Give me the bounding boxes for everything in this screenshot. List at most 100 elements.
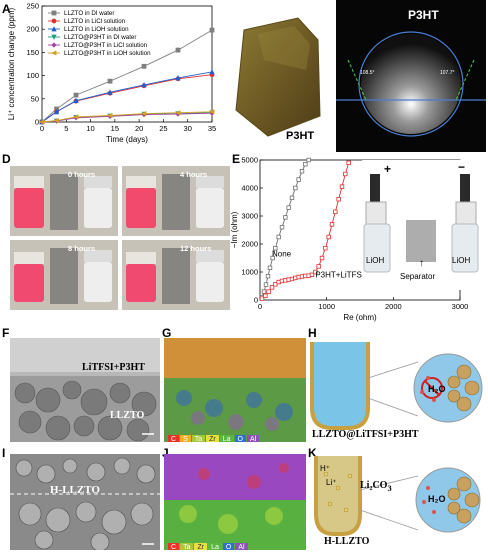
eds-map-g: C S Ta Zr La O Al (164, 338, 306, 442)
panel-label-h: H (308, 326, 317, 340)
legend-label: LLZTO@P3HT in DI water (64, 34, 136, 41)
data-point (269, 285, 275, 290)
data-point (316, 264, 321, 269)
data-point (141, 111, 147, 117)
element-zr: Zr (194, 543, 208, 550)
separator-label: Separator (400, 272, 436, 281)
h-plus-label: H⁺ (320, 464, 330, 473)
data-point (323, 246, 328, 251)
y-tick-label: 4000 (241, 184, 258, 193)
diffusion-photo-12h: 12 hours (122, 240, 230, 310)
data-point (73, 92, 79, 98)
water-label-k: H₂O (428, 494, 446, 504)
y-tick-label: 2000 (241, 240, 258, 249)
data-point (266, 289, 271, 294)
data-point (53, 117, 59, 124)
data-point (283, 215, 288, 220)
data-point (107, 78, 113, 84)
angle-right: 107.7° (440, 70, 455, 76)
li2co3-label: Li₂CO3 (360, 480, 392, 493)
data-point (306, 157, 311, 163)
data-point (107, 112, 113, 119)
legend-marker (51, 26, 57, 32)
data-point (141, 81, 147, 88)
element-legend-j: C Ta Zr La O Al (168, 536, 249, 550)
time-label: 0 hours (68, 170, 96, 179)
element-al: Al (247, 435, 260, 442)
time-label: 12 hours (180, 244, 212, 253)
legend-marker (51, 18, 57, 24)
time-label: 4 hours (180, 170, 208, 179)
data-point (265, 274, 271, 279)
x-tick-label: 1000 (318, 302, 335, 311)
data-point (313, 269, 318, 275)
x-tick-label: 2000 (385, 302, 402, 311)
series-label-film: P3HT+LiTFSI film (315, 271, 379, 280)
data-point (107, 89, 113, 95)
data-point (296, 177, 301, 182)
element-la: La (219, 435, 234, 442)
data-point (175, 75, 181, 81)
data-point (336, 197, 341, 202)
data-point (259, 296, 265, 301)
diffusion-photo-grid: 0 hours 4 hours 8 hours 12 hours (10, 166, 230, 310)
data-point (53, 108, 60, 115)
data-point (73, 97, 79, 104)
data-point (209, 109, 215, 115)
panel-label-i: I (2, 446, 6, 460)
element-la: La (208, 543, 222, 550)
legend-label: LLZTO in LiOH solution (64, 26, 129, 33)
y-tick-label: 50 (31, 94, 39, 103)
y-tick-label: 250 (26, 2, 39, 11)
caption-k: H-LLZTO (324, 536, 370, 547)
y-tick-label: 3000 (241, 212, 258, 221)
minus-electrode-label: − (458, 160, 466, 174)
film-illustration (235, 17, 321, 137)
element-al: Al (235, 543, 248, 550)
plot-frame (41, 5, 213, 123)
x-tick-label: 35 (208, 124, 216, 133)
li2co-text: Li₂CO (360, 480, 388, 491)
element-s: S (180, 435, 191, 442)
element-ta: Ta (191, 435, 206, 442)
y-tick-label: 5000 (241, 156, 258, 165)
data-point (175, 47, 181, 53)
data-point (346, 160, 351, 165)
legend-marker (51, 42, 57, 48)
schematic-h: H₂O LLZTO@LiTFSI+P3HT (308, 338, 486, 442)
element-o: O (234, 435, 246, 442)
data-point (263, 293, 268, 298)
data-point (263, 282, 269, 287)
data-point (270, 255, 275, 261)
legend-marker (51, 34, 57, 40)
li-plus-label: Li⁺ (326, 478, 337, 487)
data-point (309, 272, 315, 277)
x-tick-label: 20 (135, 124, 143, 133)
y-axis-title: −Im (ohm) (230, 211, 239, 248)
layer-label-i: H-LLZTO (50, 484, 100, 496)
arrow-up-icon: ↑ (419, 258, 424, 269)
panel-label-a: A (2, 2, 11, 16)
panel-label-k: K (308, 446, 317, 460)
legend-label: LLZTO@P3HT in LiCl solution (64, 42, 148, 49)
legend-label: LLZTO@P3HT in LiOH solution (64, 50, 151, 57)
h-cell-photo: + − LiOH LiOH ↑ Separator (362, 160, 480, 290)
lioh-left-label: LiOH (366, 256, 385, 265)
element-legend-g: C S Ta Zr La O Al (168, 428, 260, 442)
chart-a: 0 5 10 15 20 25 30 35 0 50 100 150 200 250 Time (days)… (7, 2, 216, 145)
x-axis-title: Time (days) (106, 135, 148, 144)
li2co3-subscript: 3 (387, 484, 392, 493)
data-point (261, 289, 267, 294)
caption-h: LLZTO@LiTFSI+P3HT (312, 429, 419, 440)
element-c: C (168, 435, 180, 442)
data-point (273, 246, 278, 251)
schematic-k: H⁺ Li⁺ Li₂CO3 H₂O H-LLZTO (308, 454, 486, 552)
data-point (343, 171, 348, 177)
film-label: P3HT (286, 130, 315, 142)
x-tick-label: 30 (184, 124, 192, 133)
x-tick-label: 25 (159, 124, 167, 133)
diffusion-photo-0h: 0 hours (10, 166, 118, 236)
legend-label: LLZTO in DI water (64, 10, 114, 17)
panel-label-f: F (2, 326, 10, 340)
chart-e: 0 1000 2000 3000 0 1000 2000 3000 4000 5000 Re (oh… (230, 156, 468, 323)
